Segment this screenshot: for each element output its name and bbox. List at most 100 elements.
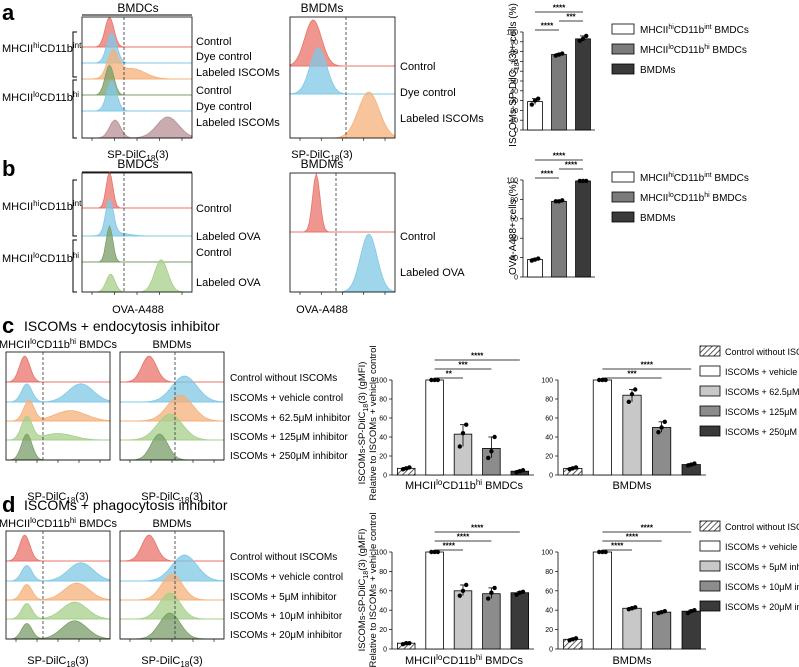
c-dc-bar-point-4 bbox=[492, 434, 497, 440]
c-mac-bar-point-4 bbox=[659, 425, 664, 430]
c-legend-swatch-3 bbox=[699, 385, 721, 397]
c-legend-label-2: ISCOMs + vehicle control bbox=[725, 367, 799, 377]
d-mac-bar-y-tick-label: 100 bbox=[541, 550, 553, 557]
panel-b-letter: b bbox=[2, 156, 15, 181]
c-legend-swatch-5 bbox=[699, 425, 721, 437]
d-dc-bar-bar-4 bbox=[482, 593, 501, 650]
d-dc-bar-point-1 bbox=[407, 640, 412, 646]
d-dc-bar-y-tick-label: 20 bbox=[379, 627, 387, 634]
b-bmdc-hist-3 bbox=[82, 224, 192, 263]
d-mac-bar-y-tick-label: 40 bbox=[545, 608, 553, 615]
c-dc-bar-point-2 bbox=[429, 377, 434, 383]
c-dc-bar-point-3 bbox=[457, 444, 462, 449]
b-legend-swatch-1 bbox=[611, 171, 635, 183]
a-bar-point-1 bbox=[536, 96, 541, 101]
d-mac-bar-point-5 bbox=[692, 608, 697, 613]
b-row-3: Control bbox=[196, 247, 231, 259]
c-dc-hist-1 bbox=[5, 355, 110, 383]
c-mac-bar-point-3 bbox=[629, 392, 635, 397]
b-bar-sig-label: **** bbox=[565, 161, 578, 170]
a-bar-y-tick-label: 0 bbox=[514, 128, 518, 135]
b-legend-label-2: MHCIIloCD11bhi BMDCs bbox=[640, 192, 747, 204]
c-row-2: ISCOMs + vehicle control bbox=[230, 393, 343, 404]
c-mac-bar-y-tick-label: 20 bbox=[545, 454, 553, 461]
b-legend-swatch-3 bbox=[611, 211, 635, 223]
a-row-3: Labeled ISCOMs bbox=[196, 67, 280, 79]
d-legend-label-5: ISCOMs + 20μM inhibitor bbox=[725, 602, 799, 612]
c-dc-bar-sig-label: **** bbox=[471, 352, 484, 361]
b-group-int-label: MHCIIhiCD11bint bbox=[2, 199, 82, 213]
a-row-5: Dye control bbox=[196, 101, 252, 113]
b-bmdm-hist-2 bbox=[290, 233, 396, 293]
b-bmdc-frame bbox=[81, 172, 193, 293]
a-legend-swatch-1 bbox=[611, 23, 635, 35]
d-dc-title: MHCIIloCD11bhi BMDCs bbox=[0, 516, 118, 530]
a-bar-y-tick-label: 50 bbox=[510, 79, 518, 86]
b-bar-y-tick-label: 100 bbox=[506, 178, 518, 185]
b-row-4: Labeled OVA bbox=[196, 277, 261, 289]
a-bar-y-tick-label: 90 bbox=[510, 39, 518, 46]
b-bmdc-hist-2 bbox=[82, 199, 192, 237]
b-bmdc-title: BMDCs bbox=[117, 157, 158, 171]
b-bmdm-xlabel: OVA-A488 bbox=[296, 304, 348, 316]
b-bmdc-hist-1 bbox=[82, 170, 192, 209]
a-bar-point-3 bbox=[577, 38, 582, 44]
a-legend-label-3: BMDMs bbox=[640, 65, 676, 76]
c-mac-bar-point-4 bbox=[662, 419, 667, 424]
a-group-brackets bbox=[72, 31, 77, 139]
d-mac-bar-point-2 bbox=[597, 549, 602, 555]
d-dc-xlabel: SP-DilC18(3) bbox=[27, 655, 88, 667]
a-bar-bar-3 bbox=[575, 38, 591, 131]
d-mac-bar-y-tick-label: 0 bbox=[549, 647, 553, 654]
a-legend-swatch-3 bbox=[611, 63, 635, 75]
d-mac-bar-sig-label: **** bbox=[641, 524, 654, 533]
c-legend-label-3: ISCOMs + 62.5μM inhibitor bbox=[725, 387, 799, 397]
d-mac-bar-bar-4 bbox=[652, 611, 672, 650]
d-dc-bar-xlabel: MHCIIloCD11bhi BMDCs bbox=[405, 653, 524, 667]
b-bar-point-2 bbox=[560, 198, 565, 203]
a-bmdm-histograms bbox=[289, 16, 396, 141]
d-mac-title: BMDMs bbox=[152, 518, 192, 530]
a-bar-sig-label: *** bbox=[566, 13, 576, 22]
a-bar-y-tick-label: 10 bbox=[510, 118, 518, 125]
b-legend-label-1: MHCIIhiCD11bint BMDCs bbox=[640, 172, 749, 184]
c-dc-bar-sig-label: *** bbox=[458, 361, 468, 370]
b-bmdm-row-2: Labeled OVA bbox=[400, 267, 465, 279]
c-row-5: ISCOMs + 250μM inhibitor bbox=[230, 451, 348, 462]
d-dc-bar-bar-5 bbox=[510, 592, 530, 650]
a-legend-swatch-2 bbox=[611, 43, 635, 55]
d-mac-bar-point-2 bbox=[600, 549, 605, 555]
b-row-2: Labeled OVA bbox=[196, 231, 261, 243]
d-dc-bar-y-tick-label: 40 bbox=[379, 608, 387, 615]
d-dc-histograms bbox=[5, 530, 111, 642]
d-legend-swatch-3 bbox=[699, 560, 721, 572]
b-bmdc-histograms bbox=[81, 170, 193, 295]
a-bar-y-tick-label: 40 bbox=[510, 88, 518, 95]
b-legend-swatch-2 bbox=[611, 191, 635, 203]
c-mac-bar-point-1 bbox=[573, 465, 579, 470]
c-mac-bar-point-3 bbox=[633, 387, 638, 392]
d-bar-ylabel-1: ISCOMs-SP-DilC18(3) (gMFI) bbox=[357, 529, 370, 652]
c-legend-swatch-1 bbox=[699, 345, 721, 357]
c-dc-bar-xlabel: MHCIIloCD11bhi BMDCs bbox=[405, 478, 524, 492]
d-dc-hist-3 bbox=[6, 582, 111, 601]
d-legend-label-2: ISCOMs + vehicle control bbox=[725, 542, 799, 552]
a-bar-point-2 bbox=[560, 51, 565, 56]
c-legend-label-1: Control without ISCOMs bbox=[725, 347, 799, 357]
c-legend-swatch-2 bbox=[699, 365, 721, 377]
b-bar-point-1 bbox=[536, 256, 541, 261]
c-dc-bar-bar-2 bbox=[425, 379, 444, 476]
d-dc-bar-point-5 bbox=[520, 589, 526, 594]
a-row-4: Control bbox=[196, 85, 231, 97]
d-mac-bar-point-5 bbox=[685, 610, 691, 616]
b-group-brackets bbox=[72, 179, 77, 293]
d-dc-bar-point-4 bbox=[486, 596, 491, 601]
a-bmdc-title: BMDCs bbox=[117, 1, 158, 15]
c-row-1: Control without ISCOMs bbox=[230, 373, 337, 384]
a-bmdm-row-3: Labeled ISCOMs bbox=[400, 113, 484, 125]
d-row-1: Control without ISCOMs bbox=[230, 552, 337, 563]
b-bmdc-hist-4 bbox=[82, 259, 192, 293]
c-dc-bar-y-tick-label: 100 bbox=[375, 378, 387, 385]
